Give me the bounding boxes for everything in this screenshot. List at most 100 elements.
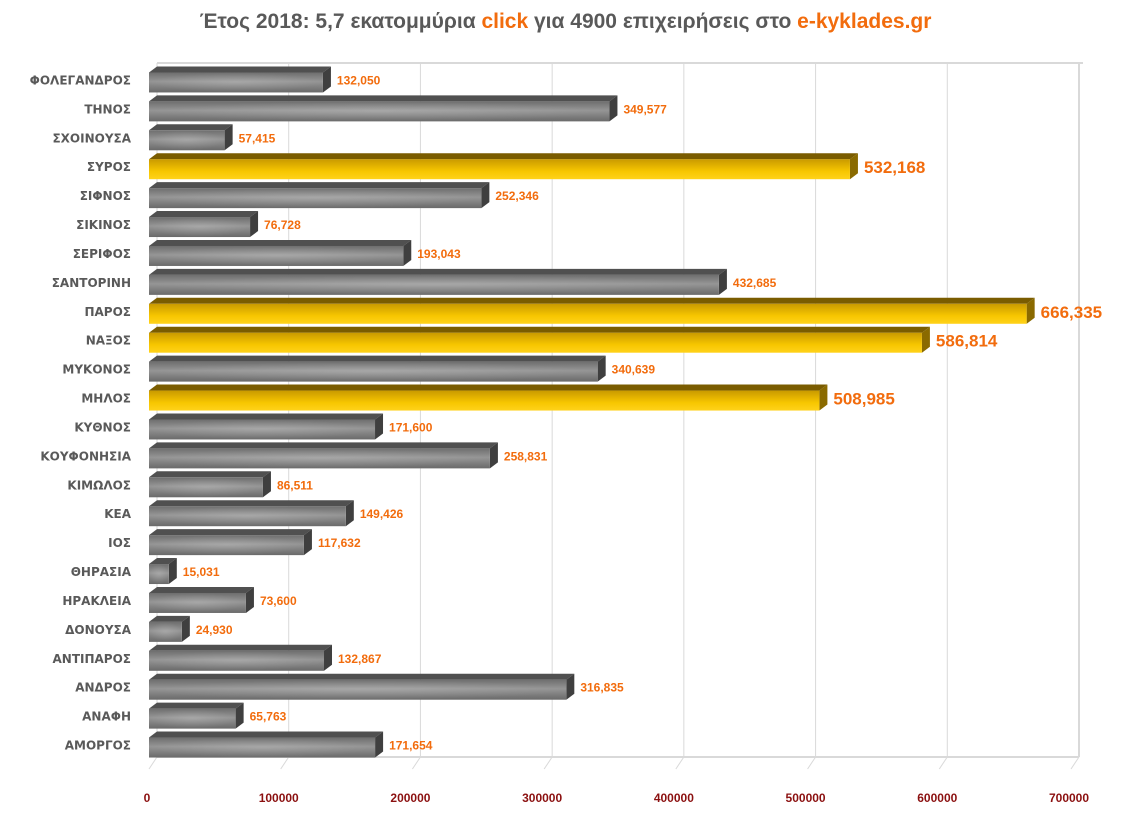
category-label: ΣΙΚΙΝΟΣ (76, 218, 131, 232)
category-label: ΑΝΑΦΗ (82, 710, 131, 724)
bar-shine (149, 448, 490, 469)
bar-4 (149, 153, 858, 180)
floor-gridline (1070, 756, 1080, 770)
bar-side-face (262, 471, 271, 498)
bar-side-face (322, 66, 331, 93)
bar-11 (149, 355, 606, 382)
bar-top-face (149, 644, 333, 651)
data-label: 76,728 (264, 218, 301, 232)
data-label: 171,600 (389, 420, 433, 434)
bar-top-face (149, 95, 618, 102)
bar-20 (149, 615, 190, 642)
data-label: 149,426 (360, 507, 404, 521)
category-label: ΣΥΡΟΣ (87, 160, 131, 174)
category-label: ΑΝΔΡΟΣ (75, 681, 131, 695)
bar-side-face (597, 355, 606, 382)
bar-23 (149, 702, 244, 729)
floor-gridline (280, 756, 290, 770)
category-label: ΣΙΦΝΟΣ (80, 189, 131, 203)
category-label: ΙΟΣ (108, 536, 131, 550)
bar-15 (149, 471, 271, 498)
bar-1 (149, 66, 331, 93)
bar-side-face (489, 442, 498, 469)
data-label: 132,867 (338, 652, 382, 666)
data-label: 666,335 (1041, 303, 1102, 322)
bar-top-face (149, 355, 606, 362)
category-label: ΝΑΞΟΣ (86, 334, 131, 348)
bar-side-face (324, 644, 333, 671)
x-tick-label: 700000 (1049, 791, 1089, 805)
bar-shine (149, 592, 246, 613)
bar-top-face (149, 731, 384, 738)
bar-shine (149, 274, 719, 295)
category-label: ΣΕΡΙΦΟΣ (73, 247, 131, 261)
category-label: ΜΥΚΟΝΟΣ (62, 363, 131, 377)
bar-top-face (149, 442, 498, 449)
bar-shine (149, 679, 567, 700)
data-label: 57,415 (239, 131, 276, 145)
bar-top-face (149, 500, 354, 507)
bar-top-face (149, 615, 190, 622)
bar-side-face (245, 586, 254, 613)
x-tick-label: 0 (144, 791, 151, 805)
x-tick-label: 500000 (786, 791, 826, 805)
bar-side-face (224, 124, 233, 151)
bar-6 (149, 211, 259, 238)
category-label: ΚΟΥΦΟΝΗΣΙΑ (40, 449, 131, 463)
bar-14 (149, 442, 498, 469)
title-text: για 4900 επιχειρήσεις στο (528, 10, 798, 33)
bar-24 (149, 731, 384, 758)
bar-shine (149, 506, 346, 527)
bar-top-face (149, 268, 727, 275)
category-label: ΑΝΤΙΠΑΡΟΣ (52, 652, 131, 666)
bar-top-face (149, 66, 331, 73)
bar-shine (149, 737, 376, 758)
data-label: 65,763 (250, 710, 287, 724)
bar-9 (149, 297, 1035, 324)
floor-gridline (148, 756, 158, 770)
bar-front-face (149, 332, 922, 353)
category-label: ΠΑΡΟΣ (84, 305, 131, 319)
bars (149, 66, 1035, 758)
floor-gridline (938, 756, 948, 770)
data-label: 508,985 (833, 390, 894, 409)
x-tick-label: 600000 (917, 791, 957, 805)
bar-side-face (375, 413, 384, 440)
bar-top-face (149, 239, 412, 246)
floor-gridline (543, 756, 553, 770)
bar-shine (149, 361, 598, 382)
bar-front-face (149, 390, 820, 411)
bar-top-face (149, 413, 384, 420)
bar-shine (149, 188, 482, 209)
bar-side-face (250, 211, 259, 238)
bar-top-face (149, 211, 259, 218)
bar-shine (149, 477, 263, 498)
x-tick-label: 300000 (522, 791, 562, 805)
category-label: ΚΙΜΩΛΟΣ (67, 478, 131, 492)
bar-side-face (403, 239, 412, 266)
bar-top-face (149, 558, 177, 565)
bar-side-face (481, 182, 490, 209)
title-highlight: click (481, 10, 529, 33)
data-label: 258,831 (504, 449, 548, 463)
bar-side-face (566, 673, 575, 700)
bar-shine (149, 650, 325, 671)
category-label: ΑΜΟΡΓΟΣ (65, 739, 131, 753)
bar-shine (149, 72, 323, 93)
bar-side-face (345, 500, 354, 527)
category-label: ΤΗΝΟΣ (84, 102, 131, 116)
bar-shine (149, 217, 251, 238)
category-label: ΦΟΛΕΓΑΝΔΡΟΣ (30, 73, 131, 87)
bar-side-face (235, 702, 244, 729)
bar-side-face (168, 558, 177, 585)
data-label: 15,031 (183, 565, 220, 579)
data-label: 252,346 (495, 189, 539, 203)
bar-top-face (149, 124, 233, 131)
bar-side-face (181, 615, 190, 642)
floor-gridline (807, 756, 816, 770)
bar-5 (149, 182, 490, 209)
bar-top-face (149, 586, 254, 593)
floor-gridline (675, 756, 685, 770)
category-label: ΚΥΘΝΟΣ (74, 420, 131, 434)
bar-top-face (149, 153, 858, 160)
